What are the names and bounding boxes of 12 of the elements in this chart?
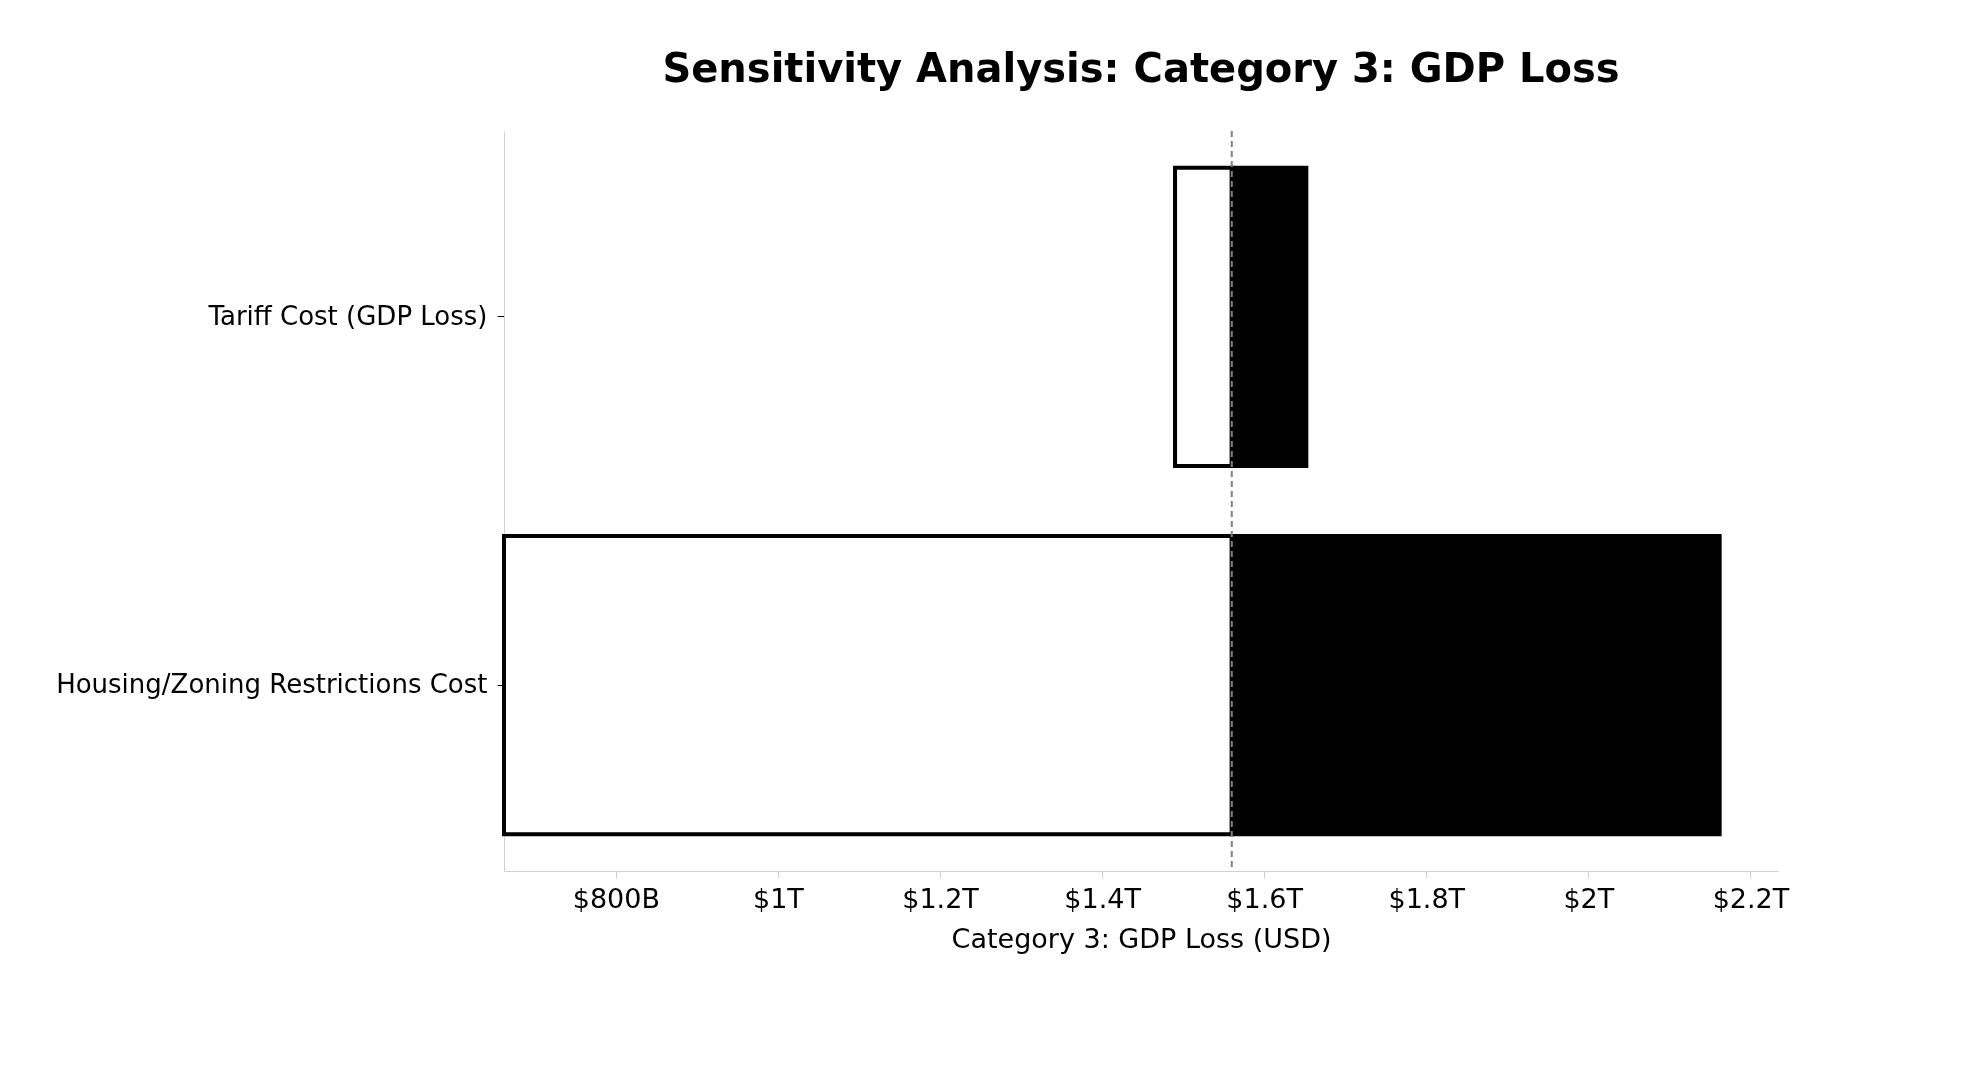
x-tick-label: $1.4T bbox=[1064, 882, 1142, 914]
x-tick-label: $2.2T bbox=[1712, 882, 1790, 914]
y-tick-label: Tariff Cost (GDP Loss) bbox=[207, 300, 488, 331]
x-tick-label: $2T bbox=[1563, 882, 1615, 914]
x-tick-label: $1.6T bbox=[1226, 882, 1304, 914]
y-tick-label: Housing/Zoning Restrictions Cost bbox=[56, 669, 488, 700]
chart-title: Sensitivity Analysis: Category 3: GDP Loss bbox=[662, 45, 1620, 91]
x-tick-label: $800B bbox=[572, 882, 660, 914]
x-tick-label: $1.8T bbox=[1388, 882, 1466, 914]
x-tick-label: $1T bbox=[753, 882, 805, 914]
x-axis-title: Category 3: GDP Loss (USD) bbox=[951, 922, 1332, 954]
x-tick-label: $1.2T bbox=[902, 882, 980, 914]
